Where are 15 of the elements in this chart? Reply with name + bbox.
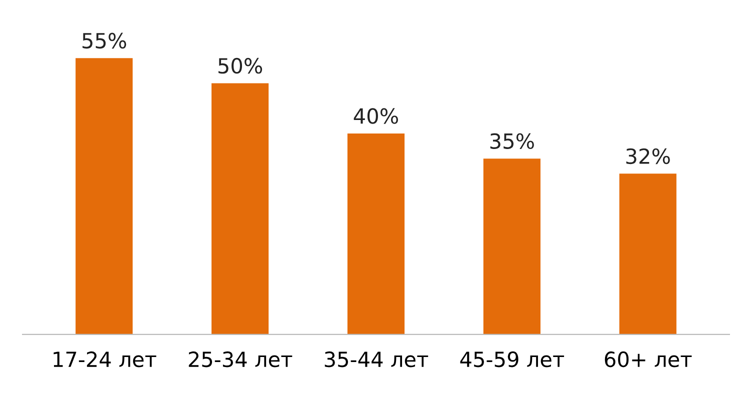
data-label: 40%	[354, 108, 398, 124]
x-tick-label: 25-34 лет	[188, 351, 292, 368]
x-tick-label: 45-59 лет	[460, 351, 564, 368]
data-label: 32%	[626, 148, 670, 164]
x-tick-label: 17-24 лет	[54, 351, 156, 368]
bar	[76, 58, 133, 334]
x-tick-label: 35-44 лет	[324, 351, 428, 368]
data-label: 55%	[82, 32, 126, 49]
bar	[347, 133, 405, 334]
x-tick-label: 60+ лет	[604, 351, 692, 368]
bar	[483, 158, 540, 334]
data-label: 50%	[218, 58, 262, 74]
data-label: 35%	[490, 133, 534, 150]
bar	[619, 174, 676, 334]
bar	[212, 83, 269, 334]
